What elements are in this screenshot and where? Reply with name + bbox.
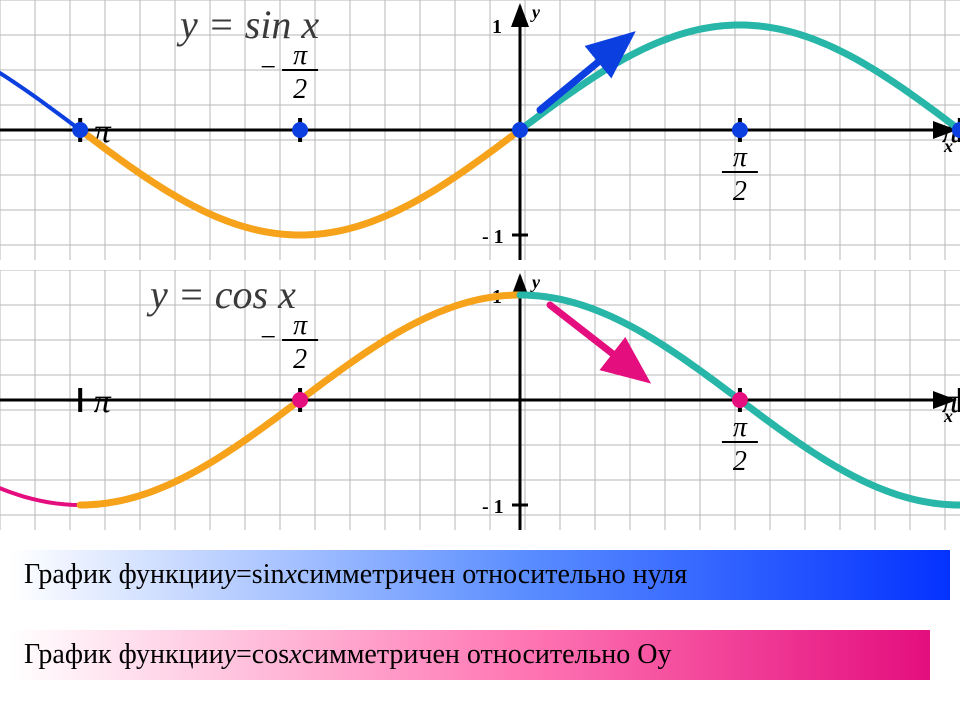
- chart-svg: 1- 1yx−π2− π−3π2π2π3π2y = sin x: [0, 0, 960, 260]
- cap1-eq: =sin: [236, 559, 284, 591]
- svg-text:2: 2: [733, 446, 747, 477]
- svg-text:− π: − π: [62, 383, 111, 420]
- cap1-x: x: [284, 559, 296, 591]
- svg-text:1: 1: [492, 16, 502, 38]
- cap1-post: симметричен относительно нуля: [297, 559, 687, 591]
- sin-panel: 1- 1yx−π2− π−3π2π2π3π2y = sin x: [0, 0, 960, 260]
- svg-text:y: y: [530, 2, 541, 22]
- cap2-pre: График функции: [24, 639, 224, 671]
- svg-text:π: π: [733, 412, 748, 443]
- svg-text:−: −: [259, 52, 278, 83]
- cap2-y: y: [224, 639, 236, 671]
- svg-text:y: y: [530, 272, 541, 292]
- cos-panel: 1- 1yx−π2− π−3π2π2π3π2y = cos x: [0, 270, 960, 530]
- svg-text:y = sin x: y = sin x: [176, 2, 319, 47]
- svg-text:y = cos x: y = cos x: [146, 272, 296, 317]
- svg-text:−: −: [259, 322, 278, 353]
- svg-text:- 1: - 1: [482, 496, 504, 518]
- caption-sin: График функции y =sin x симметричен отно…: [10, 550, 950, 600]
- chart-svg: 1- 1yx−π2− π−3π2π2π3π2y = cos x: [0, 270, 960, 530]
- cap2-x: x: [289, 639, 301, 671]
- cap1-pre: График функции: [24, 559, 224, 591]
- svg-text:π: π: [733, 142, 748, 173]
- svg-text:π: π: [942, 383, 960, 420]
- cap1-y: y: [224, 559, 236, 591]
- svg-text:- 1: - 1: [482, 226, 504, 248]
- svg-text:2: 2: [293, 74, 307, 105]
- cap2-post: симметричен относительно Оу: [302, 639, 672, 671]
- caption-cos: График функции y =cos x симметричен отно…: [10, 630, 930, 680]
- stage: 1- 1yx−π2− π−3π2π2π3π2y = sin x 1- 1yx−π…: [0, 0, 960, 720]
- svg-text:2: 2: [293, 344, 307, 375]
- svg-text:2: 2: [733, 176, 747, 207]
- cap2-eq: =cos: [236, 639, 289, 671]
